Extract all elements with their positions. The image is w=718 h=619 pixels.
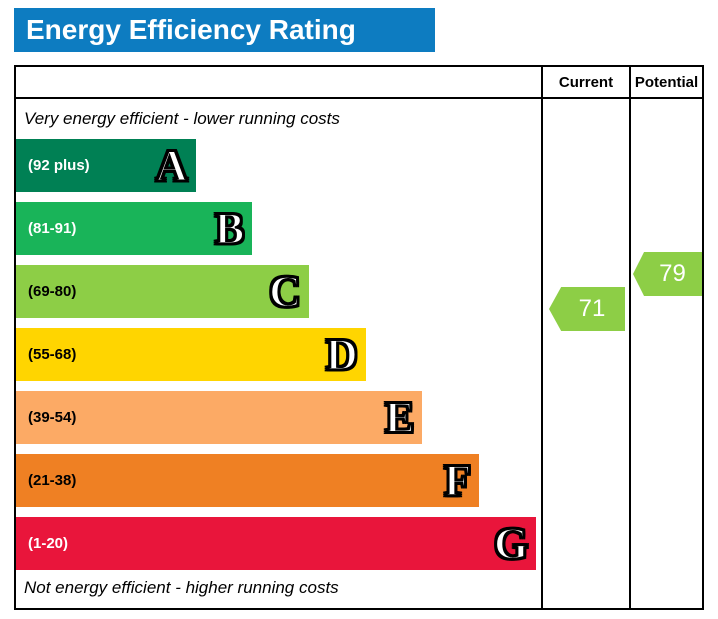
potential-rating-arrow: 79 [633,252,702,296]
top-caption: Very energy efficient - lower running co… [24,109,340,128]
current-rating-arrow: 71 [549,287,625,331]
epc-chart: Current Potential Very energy efficient … [14,65,704,610]
band-letter: D [325,329,359,379]
title-bar: Energy Efficiency Rating [14,8,435,52]
band-bar-f: (21-38) F [16,454,480,507]
band-range-label: (39-54) [28,409,77,426]
band-bar-g: (1-20) G [16,517,537,570]
band-letter: A [155,140,189,190]
current-rating-value: 71 [578,295,606,322]
band-bar-e: (39-54) E [16,391,423,444]
current-column-divider [541,67,543,608]
band-letter: F [443,455,472,505]
band-range-label: (55-68) [28,346,77,363]
potential-rating-value: 79 [659,260,686,287]
band-letter: B [214,203,245,253]
band-range-label: (92 plus) [28,157,90,174]
potential-column-header: Potential [634,73,699,91]
header-underline [16,97,702,99]
potential-column-divider [629,67,631,608]
band-bar-b: (81-91) B [16,202,253,255]
bottom-caption: Not energy efficient - higher running co… [24,578,339,597]
band-range-label: (21-38) [28,472,77,489]
current-column-header: Current [558,73,614,91]
band-letter: C [268,266,302,316]
rating-bands: (92 plus) A (81-91) B (69-80) C (55-68) … [16,139,541,580]
band-range-label: (81-91) [28,220,77,237]
band-bar-a: (92 plus) A [16,139,196,192]
band-range-label: (69-80) [28,283,77,300]
band-letter: E [384,392,415,442]
band-range-label: (1-20) [28,535,69,552]
page-title: Energy Efficiency Rating [26,14,356,45]
band-bar-c: (69-80) C [16,265,309,318]
band-bar-d: (55-68) D [16,328,366,381]
band-letter: G [493,518,529,568]
